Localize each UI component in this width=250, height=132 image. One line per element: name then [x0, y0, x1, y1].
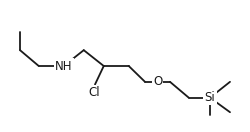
Text: O: O — [153, 75, 162, 88]
Text: Si: Si — [204, 91, 216, 104]
Text: NH: NH — [55, 60, 72, 72]
Text: Cl: Cl — [89, 86, 100, 99]
